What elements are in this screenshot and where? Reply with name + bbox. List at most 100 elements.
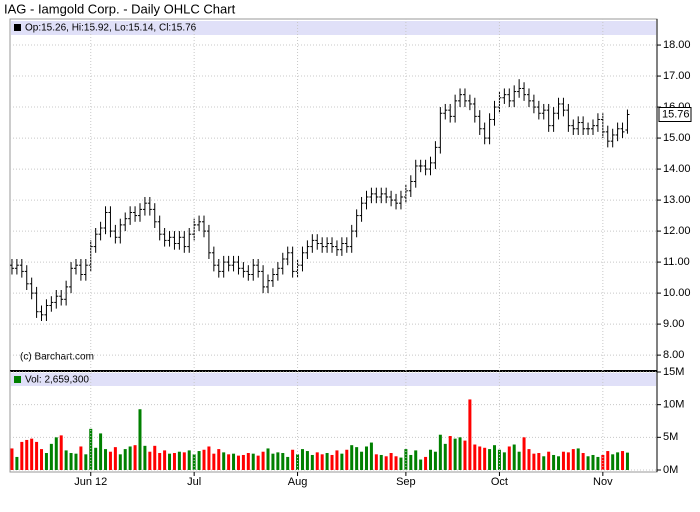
volume-bar xyxy=(118,454,122,470)
volume-bar xyxy=(488,449,492,470)
volume-bar xyxy=(389,453,393,470)
volume-bar xyxy=(49,443,53,470)
volume-bar xyxy=(99,433,103,470)
volume-bar xyxy=(355,447,359,470)
y-tick-label: 18.00 xyxy=(663,39,691,51)
volume-bar xyxy=(227,454,231,470)
volume-bar xyxy=(158,453,162,470)
volume-bar xyxy=(143,445,147,470)
volume-bar xyxy=(340,453,344,470)
y-tick-label: 15.00 xyxy=(663,132,691,144)
volume-bar xyxy=(310,454,314,470)
volume-bar xyxy=(606,451,610,470)
volume-bar xyxy=(517,451,521,470)
volume-bar xyxy=(616,452,620,470)
volume-bar xyxy=(44,453,48,470)
volume-bar xyxy=(40,449,44,470)
volume-bar xyxy=(330,454,334,470)
volume-bar xyxy=(192,454,196,470)
volume-bar xyxy=(512,444,516,470)
volume-bar xyxy=(591,454,595,470)
volume-bar xyxy=(502,452,506,470)
volume-bar xyxy=(281,453,285,470)
y-tick-label: 17.00 xyxy=(663,70,691,82)
volume-bar xyxy=(123,449,127,470)
volume-bar xyxy=(596,456,600,470)
volume-bar xyxy=(84,454,88,470)
price-legend-bar xyxy=(11,21,656,35)
volume-bar xyxy=(566,452,570,470)
y-tick-label: 0M xyxy=(663,464,678,476)
volume-bar xyxy=(10,448,14,470)
volume-bar xyxy=(305,451,309,470)
volume-bar xyxy=(547,451,551,470)
volume-legend-bar xyxy=(11,373,656,386)
y-tick-label: 13.00 xyxy=(663,194,691,206)
y-tick-label: 9.00 xyxy=(663,318,684,330)
volume-bar xyxy=(404,449,408,470)
volume-bar xyxy=(246,453,250,470)
volume-bar xyxy=(532,453,536,470)
volume-bar xyxy=(25,439,29,470)
volume-bar xyxy=(222,452,226,470)
volume-bar xyxy=(335,450,339,470)
volume-bar xyxy=(483,447,487,470)
volume-bar xyxy=(271,453,275,470)
volume-bar xyxy=(74,453,78,470)
volume-bar xyxy=(419,459,423,470)
volume-bar xyxy=(374,454,378,470)
x-tick-label: Sep xyxy=(396,476,416,488)
volume-bar xyxy=(187,450,191,470)
volume-bar xyxy=(621,451,625,470)
volume-bar xyxy=(241,454,245,470)
volume-bar xyxy=(94,447,98,470)
volume-bar xyxy=(345,449,349,470)
volume-bar xyxy=(379,454,383,470)
volume-bar xyxy=(448,436,452,470)
volume-bar xyxy=(611,454,615,470)
volume-bar xyxy=(561,451,565,470)
volume-bar xyxy=(15,456,19,470)
volume-bar xyxy=(507,446,511,470)
volume-bar xyxy=(256,455,260,470)
volume-bar xyxy=(497,449,501,470)
volume-bar xyxy=(414,450,418,470)
volume-bar xyxy=(202,449,206,470)
volume-bar xyxy=(552,454,556,470)
volume-bar xyxy=(542,456,546,470)
y-tick-label: 10.00 xyxy=(663,287,691,299)
volume-bar xyxy=(35,441,39,470)
volume-bar xyxy=(369,442,373,470)
price-legend: Op:15.26, Hi:15.92, Lo:15.14, Cl:15.76 xyxy=(25,23,197,34)
volume-bar xyxy=(625,452,629,470)
y-tick-label: 8.00 xyxy=(663,349,684,361)
volume-bar xyxy=(473,444,477,470)
volume-bar xyxy=(138,409,142,470)
volume-bar xyxy=(360,451,364,470)
volume-bar xyxy=(30,438,34,470)
volume-bar xyxy=(291,449,295,470)
volume-bar xyxy=(557,456,561,470)
volume-bar xyxy=(296,454,300,470)
volume-bar xyxy=(108,451,112,470)
volume-bar xyxy=(453,438,457,470)
volume-bar xyxy=(261,451,265,470)
y-tick-label: 15M xyxy=(663,366,684,378)
volume-bar xyxy=(163,450,167,470)
volume-bar xyxy=(113,447,117,470)
y-tick-label: 12.00 xyxy=(663,225,691,237)
volume-bar xyxy=(384,456,388,470)
volume-bar xyxy=(458,437,462,470)
volume-bar xyxy=(232,453,236,470)
y-tick-label: 5M xyxy=(663,431,678,443)
volume-bar xyxy=(586,456,590,470)
volume-bar xyxy=(315,452,319,470)
volume-bar xyxy=(89,428,93,470)
volume-bar xyxy=(251,453,255,470)
x-tick-label: Jun 12 xyxy=(74,476,107,488)
volume-bar xyxy=(325,453,329,470)
volume-bar xyxy=(601,454,605,470)
volume-bar xyxy=(394,456,398,470)
volume-bar xyxy=(153,445,157,470)
